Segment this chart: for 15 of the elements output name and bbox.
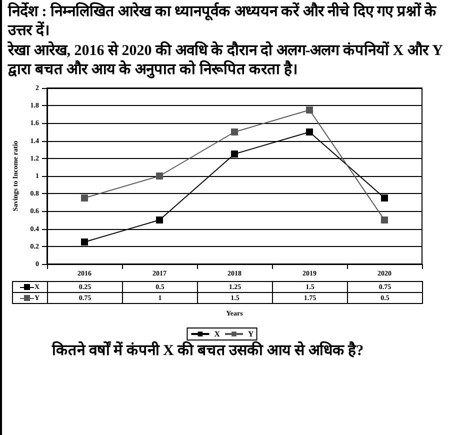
text: कितने वर्षों में कंपनी X की बचत उसकी आय से अधिक है? [50,342,365,361]
point [156,172,163,180]
point [381,194,388,202]
point [231,150,238,158]
point [156,216,163,224]
text: Y [248,330,254,338]
point [381,216,388,224]
chart-subtitle: रेखा आरेख, 2016 से 2020 की अवधि के दौरान दो अलग-अलग कंपनियों X और Y द्वारा बचत और आय के अनुपात को निरूपित करता है। [6,41,444,80]
point [306,106,313,114]
point [81,238,88,246]
text: X [214,330,220,338]
point [81,194,88,202]
point [231,128,238,136]
chart-title: निर्देश : निम्नलिखित आरेख का ध्यानपूर्वक अध्ययन करें और नीचे दिए गए प्रश्नों के उत्तर दें। [6,1,438,41]
point [306,128,313,136]
